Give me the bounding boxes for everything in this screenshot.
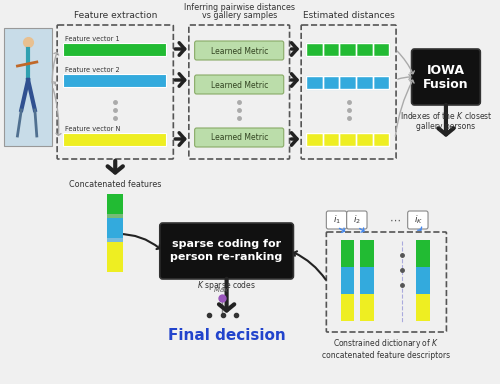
Text: Estimated distances: Estimated distances [302,11,394,20]
Text: Concatenated features: Concatenated features [69,180,162,189]
Bar [108,242,123,262]
Bar [372,76,390,89]
Text: $i_1$: $i_1$ [333,214,341,226]
Bar [63,74,166,87]
Bar [416,294,430,321]
Bar [340,133,356,146]
Bar [108,194,123,214]
Text: $\cdots$: $\cdots$ [389,215,401,225]
Text: vs gallery samples: vs gallery samples [202,11,277,20]
Bar [356,43,372,56]
Bar [306,133,322,146]
Text: Learned Metric: Learned Metric [210,81,268,89]
Bar [372,43,390,56]
Bar [416,267,430,294]
Bar [356,76,372,89]
Text: Final decision: Final decision [168,328,286,343]
Bar [63,133,166,146]
FancyBboxPatch shape [160,223,294,279]
Bar [306,133,390,146]
Bar [360,294,374,321]
Bar [108,262,123,272]
Text: $i_K$: $i_K$ [414,214,423,226]
Bar [306,43,322,56]
Bar [340,43,356,56]
Text: Learned Metric: Learned Metric [210,134,268,142]
Bar [341,267,354,294]
Bar [322,43,340,56]
Bar [4,28,52,146]
Text: $i_2$: $i_2$ [354,214,362,226]
FancyBboxPatch shape [194,41,284,60]
FancyBboxPatch shape [194,128,284,147]
Bar [340,76,356,89]
Bar [322,76,340,89]
Text: Feature vector 2: Feature vector 2 [65,67,120,73]
Text: sparse coding for: sparse coding for [172,239,281,249]
FancyBboxPatch shape [326,211,346,229]
Text: $Max$: $Max$ [214,285,230,294]
Bar [341,294,354,321]
Bar [322,133,340,146]
Text: $K$ sparse codes: $K$ sparse codes [197,279,256,292]
Bar [416,240,430,267]
Text: Constrained dictionary of $K$
concatenated feature descriptors: Constrained dictionary of $K$ concatenat… [322,337,450,361]
Bar [360,267,374,294]
Bar [360,240,374,267]
Bar [372,133,390,146]
FancyBboxPatch shape [346,211,367,229]
Bar [356,133,372,146]
FancyBboxPatch shape [412,49,480,105]
Text: person re-ranking: person re-ranking [170,252,282,262]
FancyBboxPatch shape [408,211,428,229]
Text: Feature vector N: Feature vector N [65,126,120,132]
Bar [63,43,166,56]
Text: Feature vector 1: Feature vector 1 [65,36,120,42]
Text: Inferring pairwise distances: Inferring pairwise distances [184,3,294,12]
Bar [306,43,390,56]
Bar [306,76,390,89]
Text: Learned Metric: Learned Metric [210,46,268,56]
Bar [341,240,354,267]
FancyBboxPatch shape [194,75,284,94]
Bar [306,76,322,89]
Text: Feature extraction: Feature extraction [74,11,157,20]
Text: Indexes of the $K$ closest
gallery persons: Indexes of the $K$ closest gallery perso… [400,110,492,131]
Text: Fusion: Fusion [423,78,469,91]
Bar [108,214,123,218]
Text: IOWA: IOWA [427,65,465,78]
Bar [108,218,123,238]
Bar [108,238,123,242]
